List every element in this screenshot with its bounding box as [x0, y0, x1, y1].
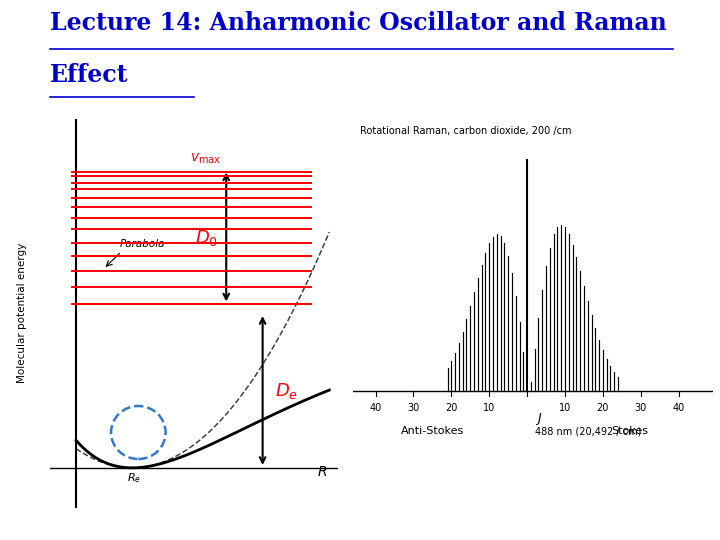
Text: Rotational Raman, carbon dioxide, 200 /cm: Rotational Raman, carbon dioxide, 200 /c… — [361, 126, 572, 136]
Text: Parabola: Parabola — [120, 239, 166, 249]
Text: 40: 40 — [672, 403, 685, 413]
Text: 40: 40 — [369, 403, 382, 413]
Text: $J$: $J$ — [535, 411, 542, 427]
Text: $R_e$: $R_e$ — [127, 471, 141, 485]
Text: Molecular potential energy: Molecular potential energy — [17, 243, 27, 383]
Text: $\mathit{v}_\mathrm{max}$: $\mathit{v}_\mathrm{max}$ — [190, 152, 221, 166]
Text: 20: 20 — [597, 403, 609, 413]
Text: Effect: Effect — [50, 63, 129, 86]
Text: $D_0$: $D_0$ — [195, 228, 218, 248]
Text: 20: 20 — [445, 403, 457, 413]
Text: $D_e$: $D_e$ — [275, 381, 298, 401]
Text: 30: 30 — [634, 403, 647, 413]
Text: Lecture 14: Anharmonic Oscillator and Raman: Lecture 14: Anharmonic Oscillator and Ra… — [50, 11, 667, 35]
Text: 30: 30 — [408, 403, 420, 413]
Text: Stokes: Stokes — [611, 426, 648, 436]
Text: $R$: $R$ — [317, 464, 327, 478]
Text: 488 nm (20,492 / cm): 488 nm (20,492 / cm) — [535, 426, 641, 436]
Text: 10: 10 — [559, 403, 571, 413]
Text: Anti-Stokes: Anti-Stokes — [401, 426, 464, 436]
Text: 10: 10 — [483, 403, 495, 413]
